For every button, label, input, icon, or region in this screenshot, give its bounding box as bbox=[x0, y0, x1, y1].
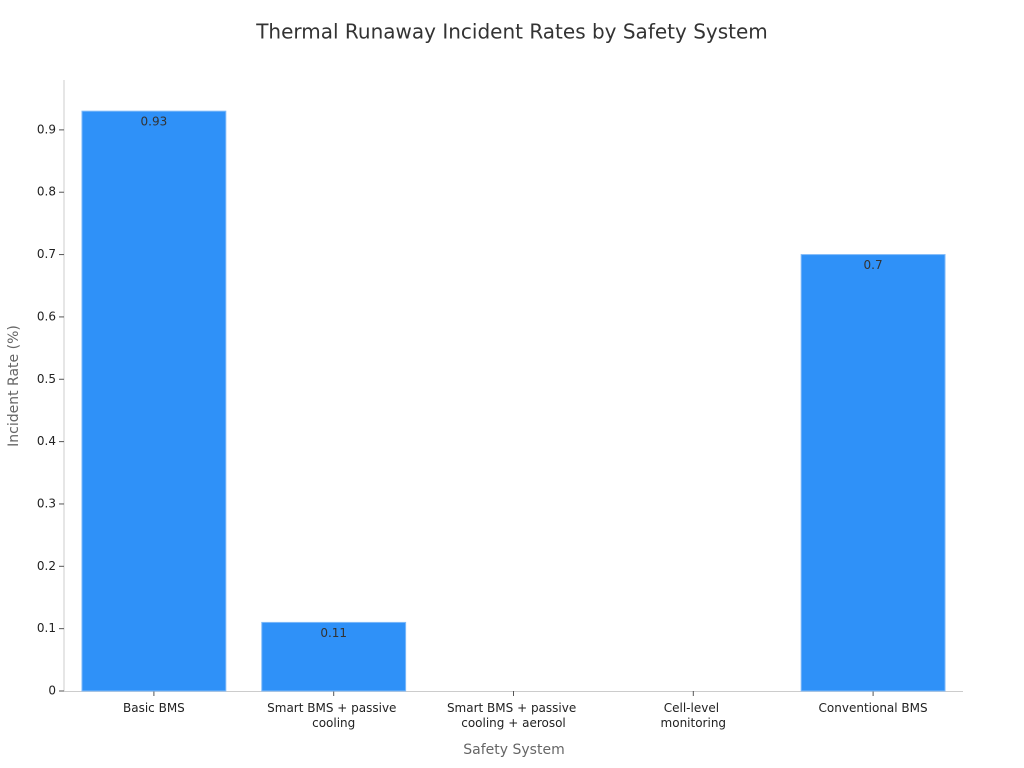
y-tick-label: 0.4 bbox=[37, 434, 56, 448]
value-label: 0.7 bbox=[864, 258, 883, 272]
bar bbox=[81, 110, 227, 692]
y-tick-label: 0.8 bbox=[37, 185, 56, 199]
y-tick-label: 0 bbox=[48, 684, 56, 698]
bar bbox=[261, 621, 407, 692]
chart-title: Thermal Runaway Incident Rates by Safety… bbox=[255, 20, 768, 44]
value-label: 0.93 bbox=[141, 115, 168, 129]
y-tick-label: 0.7 bbox=[37, 247, 56, 261]
y-tick-label: 0.6 bbox=[37, 309, 56, 323]
y-axis-label: Incident Rate (%) bbox=[6, 325, 22, 447]
x-tick-label: Smart BMS + passive cooling bbox=[267, 701, 400, 730]
y-tick-label: 0.3 bbox=[37, 496, 56, 510]
y-tick-label: 0.9 bbox=[37, 122, 56, 136]
value-label: 0.11 bbox=[320, 626, 347, 640]
y-tick-label: 0.1 bbox=[37, 621, 56, 635]
y-tick-label: 0.5 bbox=[37, 372, 56, 386]
x-tick-label: Smart BMS + passive cooling + aerosol bbox=[447, 701, 580, 730]
bar bbox=[800, 254, 946, 692]
x-tick-label: Basic BMS bbox=[123, 701, 185, 715]
y-tick-label: 0.2 bbox=[37, 559, 56, 573]
x-axis-label: Safety System bbox=[463, 742, 564, 758]
x-tick-label: Conventional BMS bbox=[819, 701, 928, 715]
x-tick-label: Cell-level monitoring bbox=[661, 701, 727, 730]
